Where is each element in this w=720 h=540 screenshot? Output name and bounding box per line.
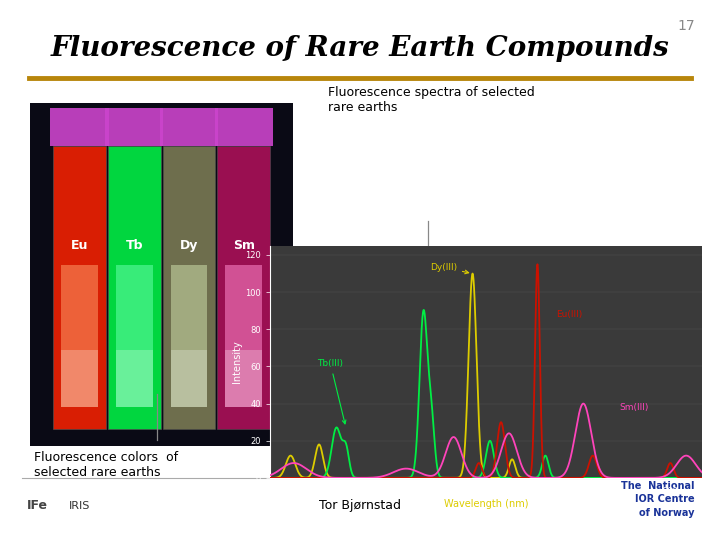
Text: The  National
IOR Centre
of Norway: The National IOR Centre of Norway [621, 481, 695, 518]
Text: Eu: Eu [71, 239, 89, 252]
Y-axis label: Intensity: Intensity [233, 340, 243, 383]
Text: Fluorescence spectra of selected
rare earths: Fluorescence spectra of selected rare ea… [328, 86, 534, 114]
Text: IFe: IFe [27, 500, 48, 512]
Text: Dy: Dy [180, 239, 198, 252]
Text: Tor Bjørnstad: Tor Bjørnstad [319, 500, 401, 512]
Bar [163, 146, 215, 429]
Text: Sm: Sm [233, 239, 255, 252]
FancyBboxPatch shape [105, 108, 163, 146]
X-axis label: Wavelength (nm): Wavelength (nm) [444, 499, 528, 509]
FancyBboxPatch shape [160, 108, 218, 146]
Text: IRIS: IRIS [68, 501, 90, 511]
Text: Eu(III): Eu(III) [557, 310, 582, 319]
Text: Tb: Tb [125, 239, 143, 252]
Bar [30, 103, 293, 446]
Bar [53, 146, 106, 429]
Bar [116, 350, 153, 407]
Text: Sm(III): Sm(III) [620, 403, 649, 412]
Bar [171, 350, 207, 407]
Bar [61, 350, 98, 407]
Text: Dy(III): Dy(III) [430, 263, 469, 274]
FancyBboxPatch shape [215, 108, 273, 146]
FancyBboxPatch shape [50, 108, 109, 146]
Bar [61, 265, 98, 407]
Text: Fluorescence colors  of
selected rare earths: Fluorescence colors of selected rare ear… [34, 451, 178, 479]
Text: Fluorescence of Rare Earth Compounds: Fluorescence of Rare Earth Compounds [50, 35, 670, 62]
Bar [171, 265, 207, 407]
Bar [217, 146, 270, 429]
Bar [108, 146, 161, 429]
Text: Tb(III): Tb(III) [318, 360, 346, 424]
Text: 17: 17 [678, 19, 695, 33]
Bar [225, 265, 262, 407]
Bar [116, 265, 153, 407]
Bar [225, 350, 262, 407]
